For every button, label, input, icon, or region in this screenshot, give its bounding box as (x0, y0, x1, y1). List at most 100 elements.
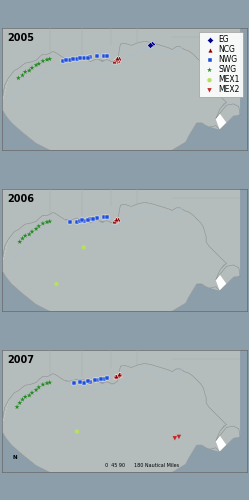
Point (23, 232, 27, 239)
Text: 0  45 90      180 Nautical Miles: 0 45 90 180 Nautical Miles (105, 464, 179, 468)
Point (116, 56, 120, 64)
Point (173, 434, 177, 442)
Point (117, 370, 121, 378)
Point (115, 54, 119, 62)
Point (72, 378, 76, 386)
Point (45, 218, 49, 226)
Point (113, 217, 117, 225)
Point (75, 55, 79, 63)
Polygon shape (2, 182, 240, 284)
Point (114, 216, 118, 224)
Point (68, 218, 72, 226)
Point (64, 56, 68, 64)
Point (91, 214, 95, 222)
Text: 2005: 2005 (7, 32, 34, 42)
Polygon shape (2, 21, 240, 123)
Point (37, 384, 41, 392)
Point (27, 392, 31, 400)
Point (117, 54, 121, 62)
Polygon shape (2, 202, 227, 332)
Point (112, 57, 116, 65)
Point (86, 54, 90, 62)
Point (45, 56, 49, 64)
Point (78, 54, 82, 62)
Point (41, 380, 45, 388)
Text: N: N (12, 455, 17, 460)
Point (82, 217, 86, 225)
Point (34, 225, 38, 233)
Point (20, 72, 24, 80)
Point (114, 55, 118, 63)
Point (95, 52, 99, 60)
Point (105, 52, 109, 60)
Point (113, 372, 117, 380)
Point (114, 57, 118, 65)
Point (30, 64, 34, 72)
Point (88, 378, 92, 386)
Point (82, 244, 86, 252)
Legend: EG, NCG, NWG, SWG, MEX1, MEX2: EG, NCG, NWG, SWG, MEX1, MEX2 (199, 32, 243, 98)
Point (18, 399, 22, 407)
Point (88, 216, 92, 224)
Point (148, 40, 152, 48)
Polygon shape (2, 364, 227, 492)
Text: 2006: 2006 (7, 194, 34, 203)
Point (102, 214, 106, 222)
Point (41, 220, 45, 228)
Polygon shape (2, 202, 240, 332)
Point (177, 433, 181, 441)
Point (30, 388, 34, 396)
Point (55, 280, 59, 288)
Point (71, 55, 75, 63)
Text: 2007: 2007 (7, 355, 34, 365)
Point (93, 376, 97, 384)
Point (75, 428, 79, 436)
Point (34, 386, 38, 394)
Point (116, 371, 120, 379)
Point (20, 234, 24, 242)
Point (75, 218, 79, 226)
Point (78, 378, 82, 386)
Point (86, 216, 90, 224)
Point (41, 57, 45, 65)
Point (34, 61, 38, 69)
Point (18, 238, 22, 246)
Point (27, 230, 31, 238)
Point (37, 222, 41, 230)
Point (68, 56, 72, 64)
Point (48, 55, 52, 63)
Polygon shape (2, 42, 227, 170)
Point (112, 218, 116, 226)
Polygon shape (2, 364, 240, 492)
Point (114, 214, 118, 222)
Point (48, 218, 52, 226)
Point (102, 52, 106, 60)
Point (37, 60, 41, 68)
Point (23, 68, 27, 76)
Point (82, 54, 86, 62)
Point (80, 216, 84, 224)
Point (150, 40, 154, 48)
Point (61, 57, 65, 65)
Point (105, 374, 109, 382)
Point (113, 56, 117, 64)
Point (88, 53, 92, 61)
Point (95, 214, 99, 222)
Point (27, 66, 31, 74)
Point (30, 228, 34, 235)
Point (119, 370, 123, 378)
Point (105, 213, 109, 221)
Point (16, 74, 20, 82)
Point (86, 377, 90, 385)
Point (95, 376, 99, 384)
Point (45, 379, 49, 387)
Point (20, 396, 24, 404)
Polygon shape (2, 42, 240, 170)
Point (48, 378, 52, 386)
Point (82, 379, 86, 387)
Point (116, 216, 120, 224)
Point (23, 393, 27, 401)
Point (102, 375, 106, 383)
Point (78, 217, 82, 225)
Point (15, 403, 19, 411)
